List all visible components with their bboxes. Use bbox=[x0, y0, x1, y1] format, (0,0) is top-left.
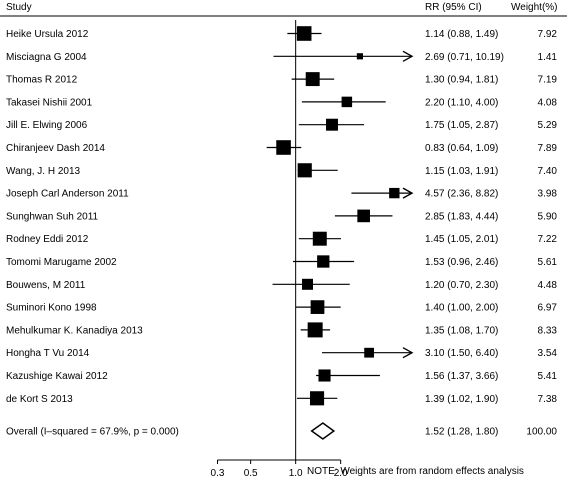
weight-box bbox=[312, 231, 327, 246]
rr-ci-label: 1.15 (1.03, 1.91) bbox=[425, 166, 498, 177]
weight-box bbox=[301, 278, 314, 290]
study-rows: Heike Ursula 2012 1.14 (0.88, 1.49) 7.92 Mi… bbox=[6, 26, 558, 406]
weight-label: 7.22 bbox=[538, 234, 558, 245]
weight-label: 6.97 bbox=[538, 303, 558, 314]
study-name: Joseph Carl Anderson 2011 bbox=[6, 189, 129, 200]
header-study: Study bbox=[6, 2, 32, 13]
rr-ci-label: 3.10 (1.50, 6.40) bbox=[425, 348, 498, 359]
study-name: de Kort S 2013 bbox=[6, 394, 73, 405]
weight-box bbox=[310, 300, 325, 314]
weight-box bbox=[297, 163, 312, 178]
ci-arrow bbox=[402, 347, 414, 359]
rr-ci-label: 1.40 (1.00, 2.00) bbox=[425, 303, 498, 314]
weight-box bbox=[341, 96, 353, 108]
rr-ci-label: 1.30 (0.94, 1.81) bbox=[425, 75, 498, 86]
weight-label: 3.54 bbox=[538, 348, 558, 359]
weight-box bbox=[356, 53, 363, 60]
header-rr: RR (95% CI) bbox=[425, 2, 482, 13]
weight-label: 7.40 bbox=[538, 166, 558, 177]
weight-box bbox=[326, 118, 338, 131]
study-name: Mehulkumar K. Kanadiya 2013 bbox=[6, 325, 143, 336]
weight-box bbox=[389, 187, 400, 199]
weight-box bbox=[309, 391, 325, 406]
ci-arrow bbox=[402, 50, 414, 62]
weight-label: 5.90 bbox=[538, 211, 558, 222]
rr-ci-label: 1.56 (1.37, 3.66) bbox=[425, 371, 498, 382]
weight-box bbox=[296, 26, 312, 41]
x-tick-label: 0.5 bbox=[244, 468, 258, 479]
study-name: Misciagna G 2004 bbox=[6, 52, 87, 63]
rr-ci-label: 1.35 (1.08, 1.70) bbox=[425, 325, 498, 336]
weights-note: NOTE: Weights are from random effects an… bbox=[307, 466, 524, 477]
study-name: Heike Ursula 2012 bbox=[6, 29, 89, 40]
overall-rr-ci: 1.52 (1.28, 1.80) bbox=[425, 427, 498, 438]
rr-ci-label: 2.69 (0.71, 10.19) bbox=[425, 52, 504, 63]
study-name: Thomas R 2012 bbox=[6, 75, 78, 86]
rr-ci-label: 1.14 (0.88, 1.49) bbox=[425, 29, 498, 40]
rr-ci-label: 1.53 (0.96, 2.46) bbox=[425, 257, 498, 268]
rr-ci-label: 2.85 (1.83, 4.44) bbox=[425, 211, 498, 222]
weight-label: 5.41 bbox=[538, 371, 558, 382]
rr-ci-label: 2.20 (1.10, 4.00) bbox=[425, 97, 498, 108]
study-name: Kazushige Kawai 2012 bbox=[6, 371, 108, 382]
rr-ci-label: 1.39 (1.02, 1.90) bbox=[425, 394, 498, 405]
study-name: Suminori Kono 1998 bbox=[6, 303, 97, 314]
rr-ci-label: 1.45 (1.05, 2.01) bbox=[425, 234, 498, 245]
weight-box bbox=[307, 322, 323, 338]
weight-box bbox=[305, 72, 320, 87]
x-tick-label: 2.0 bbox=[334, 468, 348, 479]
weight-box bbox=[276, 140, 291, 155]
weight-label: 5.61 bbox=[538, 257, 558, 268]
weight-box bbox=[317, 255, 330, 268]
weight-label: 7.89 bbox=[538, 143, 558, 154]
x-axis: 0.3 0.5 1.0 2.0 bbox=[211, 20, 348, 479]
weight-label: 4.48 bbox=[538, 280, 558, 291]
rr-ci-label: 0.83 (0.64, 1.09) bbox=[425, 143, 498, 154]
weight-label: 4.08 bbox=[538, 97, 558, 108]
ci-arrow bbox=[402, 187, 414, 199]
study-name: Chiranjeev Dash 2014 bbox=[6, 143, 105, 154]
header-weight: Weight(%) bbox=[511, 2, 558, 13]
study-name: Bouwens, M 2011 bbox=[6, 280, 86, 291]
weight-label: 7.38 bbox=[538, 394, 558, 405]
weight-label: 7.92 bbox=[538, 29, 558, 40]
overall-label: Overall (I–squared = 67.9%, p = 0.000) bbox=[6, 427, 179, 438]
rr-ci-label: 1.20 (0.70, 2.30) bbox=[425, 280, 498, 291]
weight-box bbox=[364, 347, 375, 358]
rr-ci-label: 4.57 (2.36, 8.82) bbox=[425, 189, 498, 200]
overall-weight: 100.00 bbox=[526, 427, 557, 438]
weight-label: 3.98 bbox=[538, 189, 558, 200]
weight-box bbox=[357, 209, 370, 223]
weight-box bbox=[318, 369, 331, 382]
study-name: Takasei Nishii 2001 bbox=[6, 97, 93, 108]
x-tick-label: 0.3 bbox=[211, 468, 225, 479]
study-name: Hongha T Vu 2014 bbox=[6, 348, 90, 359]
study-name: Wang, J. H 2013 bbox=[6, 166, 81, 177]
overall-row: Overall (I–squared = 67.9%, p = 0.000) 1.… bbox=[6, 422, 557, 440]
study-name: Tomomi Marugame 2002 bbox=[6, 257, 117, 268]
rr-ci-label: 1.75 (1.05, 2.87) bbox=[425, 120, 498, 131]
weight-label: 5.29 bbox=[538, 120, 558, 131]
overall-diamond bbox=[310, 422, 336, 440]
weight-label: 8.33 bbox=[538, 325, 558, 336]
study-name: Sunghwan Suh 2011 bbox=[6, 211, 99, 222]
weight-label: 1.41 bbox=[538, 52, 558, 63]
study-name: Rodney Eddi 2012 bbox=[6, 234, 89, 245]
x-tick-label: 1.0 bbox=[289, 468, 303, 479]
study-name: Jill E. Elwing 2006 bbox=[6, 120, 88, 131]
weight-label: 7.19 bbox=[538, 75, 558, 86]
